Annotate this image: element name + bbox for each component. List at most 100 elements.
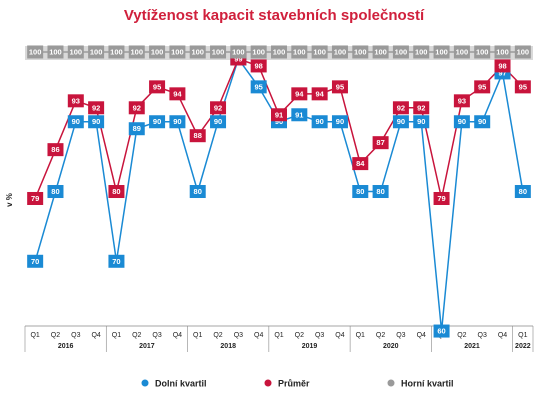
data-point xyxy=(67,115,84,129)
x-tick-label: Q1 xyxy=(30,332,39,339)
data-point xyxy=(474,80,491,94)
data-point xyxy=(27,191,44,205)
data-point xyxy=(392,115,409,129)
data-label: 90 xyxy=(336,117,344,126)
data-point xyxy=(88,45,105,59)
x-tick-label: Q4 xyxy=(91,332,100,339)
data-point xyxy=(67,45,84,59)
data-point xyxy=(413,45,430,59)
data-point xyxy=(189,129,206,143)
x-tick-label: Q4 xyxy=(498,332,507,339)
data-label: 92 xyxy=(214,103,222,112)
x-tick-label: Q3 xyxy=(396,332,405,339)
data-label: 87 xyxy=(376,138,384,147)
data-label: 95 xyxy=(519,82,527,91)
data-label: 80 xyxy=(376,187,384,196)
data-point xyxy=(494,59,511,73)
data-label: 70 xyxy=(31,257,39,266)
data-label: 92 xyxy=(397,103,405,112)
data-point xyxy=(392,45,409,59)
data-point xyxy=(250,45,267,59)
data-label: 79 xyxy=(31,194,39,203)
data-label: 79 xyxy=(437,194,445,203)
group-label: 2019 xyxy=(302,343,318,350)
x-tick-label: Q2 xyxy=(213,332,222,339)
data-label: 100 xyxy=(110,47,123,56)
data-point xyxy=(413,101,430,115)
data-label: 91 xyxy=(275,110,283,119)
data-label: 100 xyxy=(354,47,367,56)
data-point xyxy=(149,115,166,129)
data-point xyxy=(372,136,389,150)
data-point xyxy=(169,45,186,59)
data-point xyxy=(311,115,328,129)
data-point xyxy=(88,101,105,115)
x-tick-label: Q2 xyxy=(132,332,141,339)
x-tick-label: Q1 xyxy=(112,332,121,339)
data-point xyxy=(331,115,348,129)
data-point xyxy=(271,45,287,59)
group-label: 2020 xyxy=(383,343,399,350)
data-label: 80 xyxy=(519,187,527,196)
data-label: 80 xyxy=(112,187,120,196)
data-label: 100 xyxy=(496,47,509,56)
data-label: 100 xyxy=(476,47,489,56)
series-line xyxy=(34,57,524,332)
x-tick-label: Q3 xyxy=(234,332,243,339)
x-tick-label: Q3 xyxy=(71,332,80,339)
data-point xyxy=(169,115,186,129)
data-label: 100 xyxy=(191,47,204,56)
data-label: 100 xyxy=(293,47,306,56)
data-point xyxy=(291,87,308,101)
x-tick-label: Q1 xyxy=(518,332,527,339)
data-point xyxy=(494,45,511,59)
data-point xyxy=(27,254,44,268)
data-label: 98 xyxy=(498,61,506,70)
data-label: 80 xyxy=(356,187,364,196)
legend-marker xyxy=(141,379,149,387)
data-label: 90 xyxy=(173,117,181,126)
data-point xyxy=(453,45,470,59)
data-point xyxy=(433,45,450,59)
x-tick-label: Q3 xyxy=(152,332,161,339)
data-point xyxy=(128,45,145,59)
x-tick-label: Q4 xyxy=(335,332,344,339)
data-label: 92 xyxy=(133,103,141,112)
x-tick-label: Q3 xyxy=(315,332,324,339)
data-point xyxy=(474,45,491,59)
data-point xyxy=(149,45,166,59)
data-point xyxy=(108,254,125,268)
data-label: 100 xyxy=(435,47,448,56)
data-label: 90 xyxy=(153,117,161,126)
data-label: 100 xyxy=(313,47,326,56)
data-label: 95 xyxy=(336,82,344,91)
x-tick-label: Q2 xyxy=(457,332,466,339)
data-point xyxy=(352,45,369,59)
data-label: 90 xyxy=(417,117,425,126)
data-label: 100 xyxy=(415,47,428,56)
data-label: 100 xyxy=(131,47,144,56)
data-point xyxy=(514,185,531,199)
x-tick-label: Q3 xyxy=(478,332,487,339)
legend-label: Horní kvartil xyxy=(401,378,454,388)
data-point xyxy=(271,108,287,122)
x-tick-label: Q4 xyxy=(173,332,182,339)
data-point xyxy=(210,115,227,129)
chart-title: Vytíženost kapacit stavebních společnost… xyxy=(124,7,425,24)
data-label: 100 xyxy=(49,47,62,56)
data-label: 92 xyxy=(417,103,425,112)
group-label: 2017 xyxy=(139,343,155,350)
x-tick-label: Q1 xyxy=(274,332,283,339)
data-point xyxy=(413,115,430,129)
data-label: 100 xyxy=(273,47,286,56)
data-label: 60 xyxy=(437,327,445,336)
data-point xyxy=(372,185,389,199)
data-point xyxy=(291,45,308,59)
series-line xyxy=(34,58,524,199)
legend-label: Průměr xyxy=(278,378,310,388)
legend-label: Dolní kvartil xyxy=(155,378,207,388)
data-label: 70 xyxy=(112,257,120,266)
data-label: 93 xyxy=(72,96,80,105)
x-tick-label: Q2 xyxy=(295,332,304,339)
